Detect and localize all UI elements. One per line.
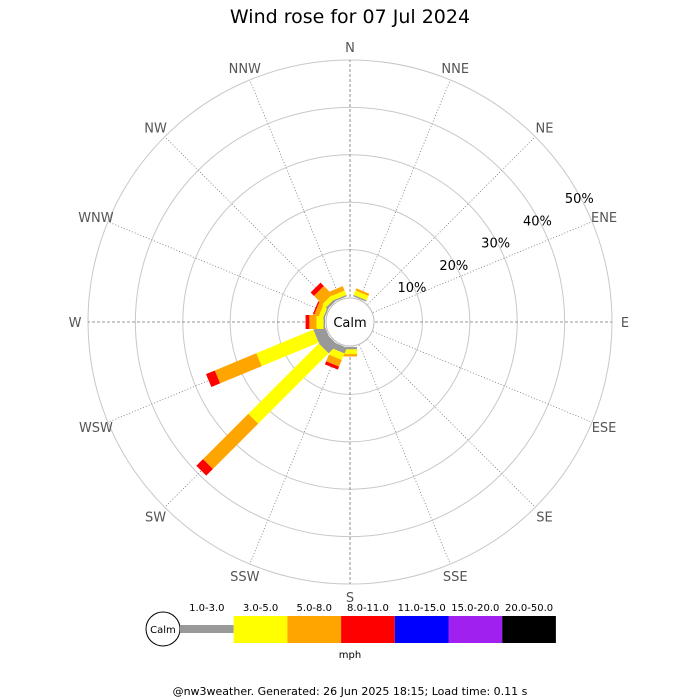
direction-label-nne: NNE [441,62,469,77]
ring-label-5: 50% [565,192,594,207]
legend-unit: mph [339,650,361,661]
footer-text: @nw3weather. Generated: 26 Jun 2025 18:1… [173,685,528,698]
spoke-nw [164,136,333,305]
spoke-ssw [249,344,341,565]
legend-swatch-4 [341,616,395,643]
direction-label-ese: ESE [592,421,617,436]
petal-wsw-bin-3 [214,353,262,384]
spoke-ne [367,136,536,305]
direction-label-ssw: SSW [230,570,260,585]
petal-wsw-bin-1 [313,325,330,343]
legend-range-5: 11.0-15.0 [398,603,446,614]
petal-nnw-bin-2 [331,290,347,301]
direction-label-nw: NW [144,122,167,137]
petal-sw-bin-4 [196,459,213,476]
petal-w-bin-3 [309,315,317,329]
petal-nne-bin-3 [355,288,370,296]
ring-labels: 10% 20% 30% 40% 50% [397,192,593,296]
legend-range-4: 8.0-11.0 [347,603,389,614]
direction-label-n: N [345,41,355,56]
spoke-nne [359,79,451,300]
ring-label-1: 10% [397,281,426,296]
direction-label-w: W [69,316,82,331]
direction-label-e: E [621,316,629,331]
legend-range-1: 1.0-3.0 [189,603,224,614]
petal-sw-bin-3 [203,413,259,469]
petal-ssw-bin-4 [324,361,340,370]
direction-label-ne: NE [535,122,553,137]
petal-s-bin-1 [343,347,357,350]
wind-petals [196,282,370,476]
petal-wnw-bin-3 [314,301,324,317]
legend: Calm 1.0-3.0 3.0-5.0 5.0-8.0 8.0-11.0 11.0-1… [145,603,556,661]
spoke-sse [359,344,451,565]
legend-swatch-1 [180,625,234,633]
ring-label-2: 20% [439,259,468,274]
ring-label-3: 30% [481,237,510,252]
petal-nne-bin-1 [353,294,367,302]
calm-circle [325,297,375,347]
legend-range-2: 3.0-5.0 [243,603,278,614]
petal-w-bin-4 [305,315,310,329]
petal-wsw-bin-2 [256,329,319,367]
grid-ring-2 [229,201,471,443]
direction-label-sse: SSE [443,570,468,585]
petal-wsw-bin-4 [205,370,221,388]
spoke-se [367,339,536,508]
direction-label-wnw: WNW [78,211,114,226]
legend-range-7: 20.0-50.0 [505,603,553,614]
grid-ring-4 [134,106,566,538]
direction-label-nnw: NNW [229,62,261,77]
petal-nw-bin-4 [310,282,324,296]
ring-label-4: 40% [523,214,552,229]
petal-nnw-bin-1 [333,294,347,302]
direction-label-se: SE [536,510,552,525]
petal-nne-bin-2 [353,290,369,301]
petal-s-bin-3 [343,354,357,357]
petal-ssw-bin-3 [326,354,342,367]
legend-swatch-6 [448,616,503,643]
petal-wnw-bin-4 [312,301,320,315]
spoke-nnw [249,79,341,300]
petal-nnw-bin-3 [329,286,345,296]
direction-label-ene: ENE [591,211,617,226]
petal-w-bin-2 [316,315,324,329]
spoke-wnw [107,221,328,313]
legend-calm-label: Calm [150,625,176,636]
direction-label-wsw: WSW [79,421,113,436]
spoke-ene [372,221,593,313]
calm-center: Calm [325,297,375,347]
direction-label-s: S [346,591,354,606]
chart-title: Wind rose for 07 Jul 2024 [230,6,470,28]
legend-swatch-3 [287,616,342,643]
legend-swatch-7 [502,616,556,643]
legend-items: 1.0-3.0 3.0-5.0 5.0-8.0 8.0-11.0 11.0-15.0 15… [180,603,556,643]
calm-label: Calm [333,316,366,331]
petal-s-bin-2 [343,349,357,355]
legend-range-6: 15.0-20.0 [451,603,499,614]
spoke-ese [372,331,593,423]
direction-label-sw: SW [145,510,166,525]
petal-wnw-bin-1 [322,305,330,319]
legend-swatch-2 [233,616,288,643]
petal-nw-bin-2 [322,294,336,308]
legend-range-3: 5.0-8.0 [297,603,332,614]
petal-ssw-bin-2 [328,348,345,361]
petal-nw-bin-3 [313,285,333,305]
petal-sw-bin-2 [248,343,329,424]
legend-swatch-5 [394,616,449,643]
